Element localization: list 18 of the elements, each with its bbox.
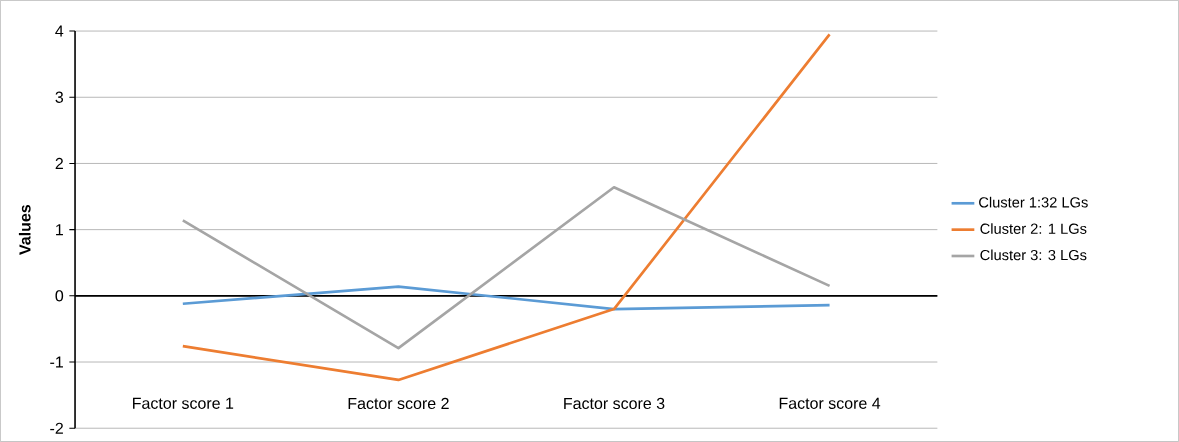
y-tick-label: 2 xyxy=(55,157,63,170)
line-series xyxy=(181,33,831,382)
legend-label: Cluster 1:32 LGs xyxy=(979,196,1088,208)
y-tick-label: -2 xyxy=(50,422,63,434)
y-tick-label: 3 xyxy=(55,91,64,103)
y-tick-label: 1 xyxy=(56,224,63,236)
y-tick-label: 0 xyxy=(55,290,64,302)
x-tick-label: Factor score 2 xyxy=(348,397,449,410)
x-tick-label: Factor score 1 xyxy=(133,397,234,409)
x-tick-label: Factor score 4 xyxy=(779,397,881,409)
legend-label: Cluster 2: 1 LGs xyxy=(980,223,1087,234)
y-tick-label: -1 xyxy=(50,356,63,368)
legend-label: Cluster 3: 3 LGs xyxy=(980,249,1087,261)
y-tick-label: 4 xyxy=(55,25,64,37)
line-series xyxy=(181,285,831,311)
line-series xyxy=(181,185,831,350)
x-tick-label: Factor score 3 xyxy=(564,397,665,410)
y-axis-title: Values xyxy=(18,204,31,255)
